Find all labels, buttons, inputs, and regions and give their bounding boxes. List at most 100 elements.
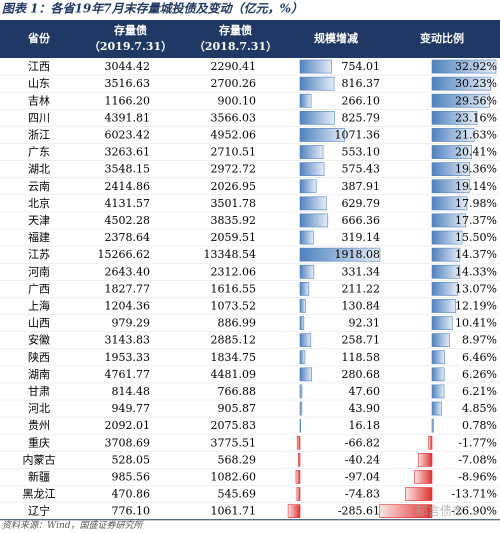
change-bar	[299, 59, 332, 74]
province: 新疆	[28, 469, 50, 483]
column-header: 规模增减	[314, 31, 358, 45]
province: 陕西	[28, 350, 50, 364]
stock-2018: 545.69	[218, 488, 257, 501]
stock-2018: 3835.92	[211, 214, 257, 227]
stock-2019: 2643.40	[105, 265, 151, 278]
stock-2018: 1061.71	[211, 505, 257, 518]
stock-2019: 1204.36	[105, 299, 151, 312]
title: 图表 1：各省19年7月末存量城投债及变动（亿元，%）	[2, 2, 303, 16]
change-bar	[296, 487, 301, 501]
change-bar	[299, 179, 317, 194]
pct-bar	[431, 350, 445, 365]
stock-2019: 6023.42	[105, 128, 151, 141]
province: 云南	[28, 180, 50, 193]
stock-2019: 3143.83	[105, 334, 151, 347]
stock-2019: 1166.20	[105, 94, 151, 107]
change: 211.22	[342, 282, 381, 295]
change-pct: 29.56%	[455, 94, 497, 107]
change-bar	[296, 435, 301, 450]
stock-2019: 3044.42	[105, 60, 151, 73]
change-bar	[299, 384, 303, 399]
change: 553.10	[342, 146, 381, 159]
change-pct: 4.85%	[462, 402, 497, 415]
change: 266.10	[342, 94, 381, 107]
province: 北京	[28, 196, 50, 210]
stock-2019: 4131.57	[105, 197, 151, 210]
change-pct: 15.50%	[455, 231, 497, 244]
stock-2018: 1082.60	[211, 470, 257, 483]
stock-2018: 2885.12	[211, 334, 257, 347]
province: 江西	[28, 60, 50, 73]
column-header: 省份	[27, 31, 51, 45]
change-pct: 14.33%	[455, 265, 497, 278]
change-pct: -13.71%	[451, 488, 497, 501]
header-bg	[0, 20, 500, 58]
province: 辽宁	[28, 504, 50, 518]
change-pct: 6.26%	[462, 368, 497, 381]
change: 118.58	[342, 351, 381, 364]
change-pct: 6.21%	[462, 385, 497, 398]
change-bar	[299, 145, 324, 159]
stock-2019: 1827.77	[105, 282, 151, 295]
change-pct: 10.41%	[455, 317, 497, 330]
pct-bar	[431, 333, 450, 348]
stock-2019: 2378.64	[105, 231, 151, 244]
pct-bar	[431, 401, 442, 416]
stock-2019: 15266.62	[98, 248, 151, 261]
stock-2018: 905.87	[218, 402, 257, 415]
stock-2018: 4481.09	[211, 368, 257, 381]
change: 258.71	[342, 334, 381, 347]
pct-bar	[431, 230, 463, 245]
province: 广西	[28, 282, 50, 295]
province: 湖南	[28, 368, 50, 381]
pct-bar	[428, 435, 433, 450]
change-bar	[298, 452, 301, 467]
province: 湖北	[28, 163, 50, 176]
stock-2018: 13348.54	[204, 248, 257, 261]
change: 825.79	[342, 111, 381, 124]
stock-2018: 2075.83	[211, 419, 257, 432]
pct-bar	[431, 128, 475, 142]
pct-bar	[414, 470, 433, 484]
change-pct: 0.78%	[462, 419, 497, 432]
column-header: （2019.7.31）	[89, 40, 172, 53]
change: 1918.08	[335, 248, 381, 261]
change-pct: 13.07%	[455, 282, 497, 295]
change-bar	[299, 264, 315, 279]
change: 754.01	[342, 60, 381, 73]
change: -97.04	[345, 470, 380, 483]
change-pct: 21.63%	[455, 128, 497, 141]
change-bar	[299, 367, 313, 382]
pct-bar	[431, 111, 478, 125]
change-bar	[287, 504, 301, 519]
stock-2019: 3263.61	[105, 146, 151, 159]
change: 319.14	[342, 231, 381, 244]
stock-2018: 3775.51	[211, 436, 257, 449]
stock-2018: 1073.52	[211, 299, 257, 312]
province: 吉林	[28, 93, 50, 107]
change-pct: 14.37%	[455, 248, 497, 261]
column-header: 存量债	[219, 23, 252, 37]
stock-2018: 3566.03	[211, 111, 257, 124]
change: 1071.36	[335, 128, 381, 141]
change-bar	[299, 196, 327, 211]
pct-bar	[431, 367, 445, 382]
column-header: 变动比例	[420, 31, 464, 45]
change: -40.24	[345, 453, 380, 466]
change-pct: -8.96%	[458, 470, 497, 483]
stock-2019: 4391.81	[105, 111, 151, 124]
change-bar	[299, 230, 314, 245]
change-bar	[299, 281, 310, 296]
province: 上海	[28, 298, 50, 312]
watermark: 郁言债市	[416, 503, 464, 518]
stock-2018: 1616.55	[211, 282, 257, 295]
pct-bar	[405, 487, 433, 501]
change-bar	[295, 470, 301, 484]
change-bar	[299, 316, 305, 330]
province: 浙江	[28, 128, 50, 141]
change-pct: -7.08%	[458, 453, 497, 466]
change: 280.68	[342, 368, 381, 381]
pct-bar	[431, 264, 461, 279]
change-pct: 32.92%	[455, 60, 497, 73]
change-bar	[299, 418, 301, 433]
